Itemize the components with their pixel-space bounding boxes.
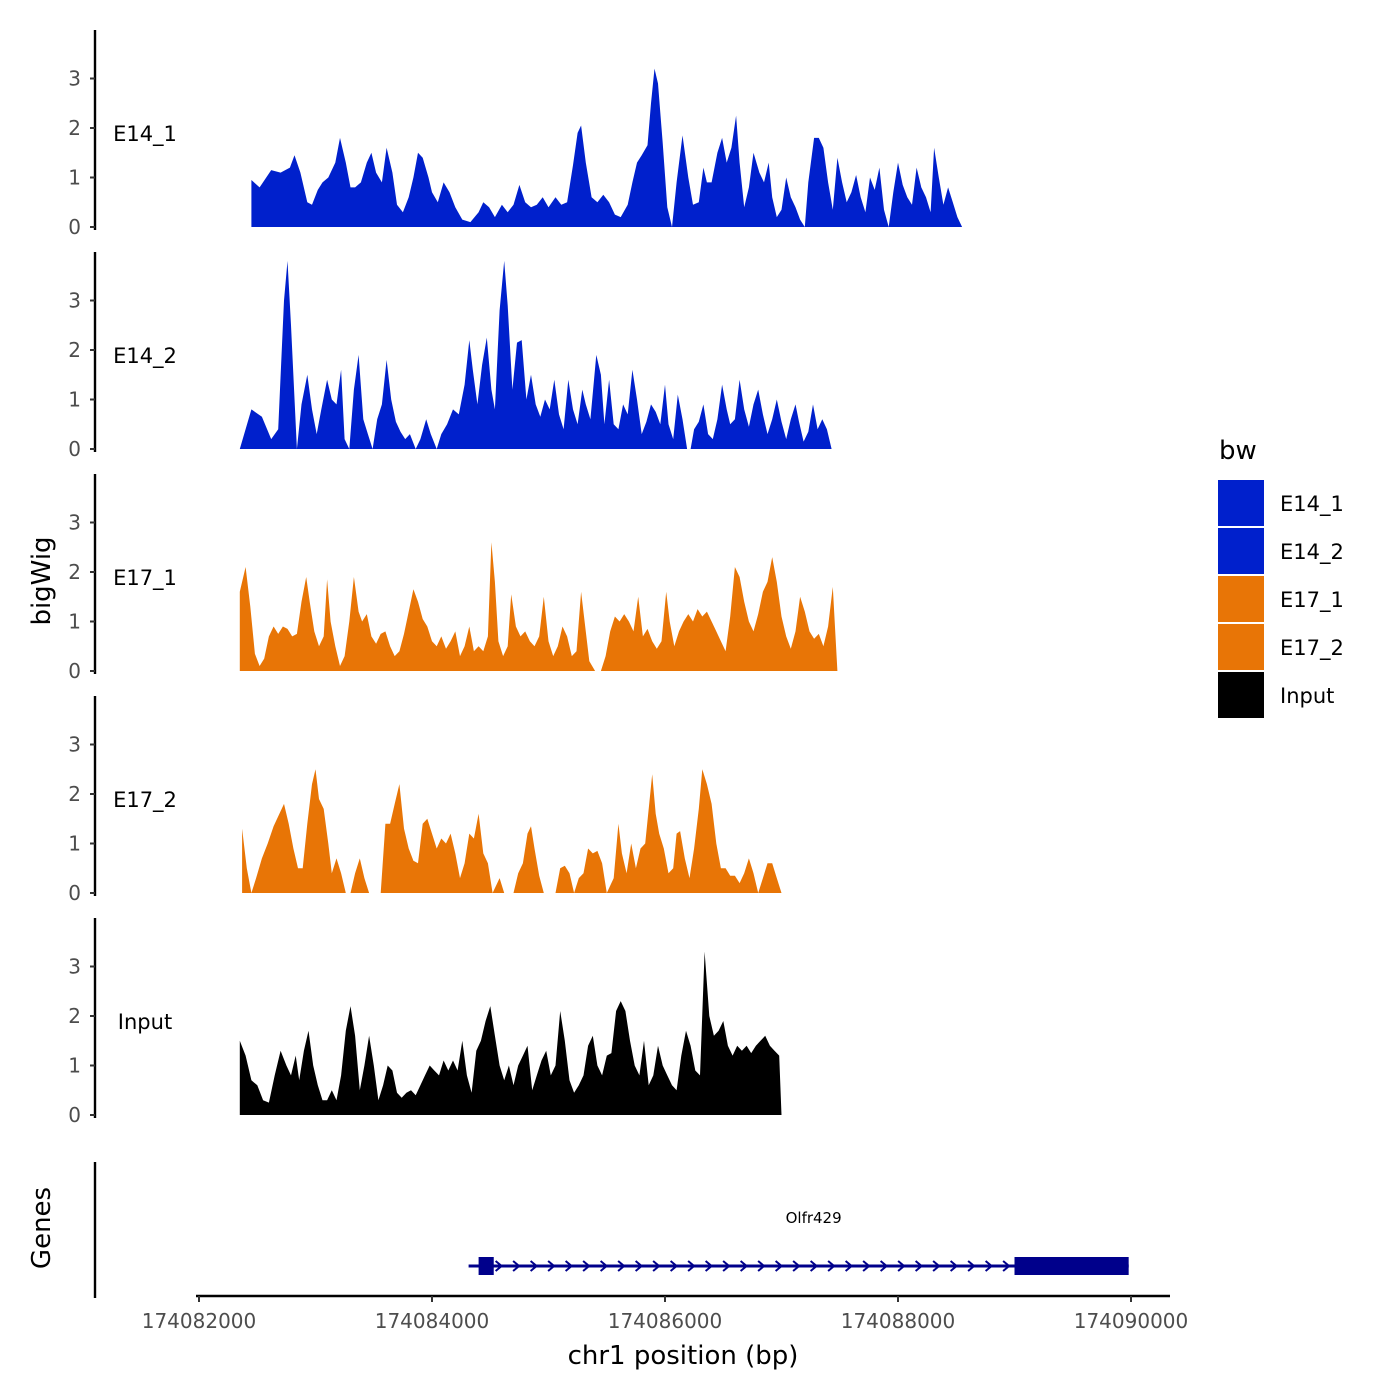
strand-arrow bbox=[879, 1260, 889, 1272]
signal-tracks: 0 1 2 3 E14_1 0 1 2 3 E14_2 0 1 2 3 E17_1 0 1 2 3 E17_2 0 1 2 3… bbox=[68, 30, 963, 1127]
y-tick-label: 1 bbox=[68, 1054, 81, 1078]
y-tick-label: 2 bbox=[68, 116, 81, 140]
y-tick-label: 1 bbox=[68, 166, 81, 190]
strand-arrow bbox=[774, 1260, 784, 1272]
y-tick-label: 3 bbox=[68, 67, 81, 91]
strand-arrow bbox=[984, 1260, 994, 1272]
legend-label-e17_1: E17_1 bbox=[1280, 588, 1344, 613]
track-panel-e14_2: 0 1 2 3 E14_2 bbox=[68, 252, 840, 461]
gene-label: Olfr429 bbox=[786, 1209, 842, 1227]
legend-label-e17_2: E17_2 bbox=[1280, 636, 1344, 661]
track-panel-e14_1: 0 1 2 3 E14_1 bbox=[68, 30, 963, 239]
x-tick-label: 174088000 bbox=[841, 1309, 956, 1333]
track-label: Input bbox=[118, 1010, 172, 1034]
x-tick-label: 174084000 bbox=[375, 1309, 490, 1333]
legend-label-e14_2: E14_2 bbox=[1280, 540, 1344, 565]
legend-label-input: Input bbox=[1280, 684, 1334, 708]
legend-title: bw bbox=[1219, 436, 1257, 466]
strand-arrow bbox=[862, 1260, 871, 1272]
area-e14_2 bbox=[239, 260, 840, 449]
strand-arrow bbox=[547, 1260, 556, 1272]
strand-arrow bbox=[512, 1260, 521, 1272]
x-tick-label: 174090000 bbox=[1074, 1309, 1189, 1333]
area-e17_1 bbox=[239, 542, 838, 671]
strand-arrow bbox=[652, 1260, 661, 1272]
genes-axis-title: Genes bbox=[27, 1187, 57, 1269]
legend-swatch-e14_1 bbox=[1218, 480, 1264, 526]
gene-track: Olfr429 bbox=[93, 1162, 1129, 1298]
legend-swatch-e17_2 bbox=[1218, 624, 1264, 670]
track-panel-input: 0 1 2 3 Input bbox=[68, 918, 782, 1127]
legend: bw E14_1 E14_2 E17_1 E17_2 Input bbox=[1218, 436, 1344, 718]
legend-swatch-e17_1 bbox=[1218, 576, 1264, 622]
y-tick-label: 0 bbox=[68, 215, 81, 239]
strand-arrow bbox=[967, 1260, 976, 1272]
track-label: E14_2 bbox=[113, 344, 177, 369]
area-input bbox=[239, 951, 782, 1115]
x-axis: 174082000 174084000 174086000 174088000 1740… bbox=[142, 1294, 1189, 1333]
y-tick-label: 0 bbox=[68, 881, 81, 905]
y-tick-label: 1 bbox=[68, 610, 81, 634]
strand-arrow bbox=[809, 1260, 819, 1272]
y-tick-label: 2 bbox=[68, 560, 81, 584]
strand-arrow bbox=[739, 1260, 749, 1272]
y-tick-label: 3 bbox=[68, 955, 81, 979]
x-tick-label: 174086000 bbox=[608, 1309, 723, 1333]
strand-arrow bbox=[669, 1260, 679, 1272]
strand-arrow bbox=[1002, 1260, 1011, 1272]
y-tick-label: 1 bbox=[68, 388, 81, 412]
strand-arrow bbox=[529, 1260, 539, 1272]
y-tick-label: 2 bbox=[68, 1004, 81, 1028]
y-axis-title: bigWig bbox=[27, 536, 57, 625]
strand-arrow bbox=[494, 1260, 504, 1272]
legend-swatch-e14_2 bbox=[1218, 528, 1264, 574]
y-tick-label: 0 bbox=[68, 437, 81, 461]
y-tick-label: 3 bbox=[68, 289, 81, 313]
y-tick-label: 0 bbox=[68, 659, 81, 683]
y-tick-label: 0 bbox=[68, 1103, 81, 1127]
legend-swatch-input bbox=[1218, 672, 1264, 718]
gene-olfr429: Olfr429 bbox=[468, 1209, 1129, 1275]
strand-arrow bbox=[792, 1260, 801, 1272]
x-tick-label: 174082000 bbox=[142, 1309, 257, 1333]
strand-arrow bbox=[599, 1260, 609, 1272]
y-tick-label: 3 bbox=[68, 511, 81, 535]
strand-arrow bbox=[914, 1260, 924, 1272]
strand-arrow bbox=[617, 1260, 626, 1272]
y-tick-label: 2 bbox=[68, 338, 81, 362]
strand-arrow bbox=[844, 1260, 854, 1272]
y-tick-label: 2 bbox=[68, 782, 81, 806]
track-label: E17_1 bbox=[113, 566, 177, 591]
strand-arrow bbox=[757, 1260, 766, 1272]
strand-arrow bbox=[582, 1260, 591, 1272]
legend-label-e14_1: E14_1 bbox=[1280, 492, 1344, 517]
strand-arrow bbox=[722, 1260, 731, 1272]
y-tick-label: 3 bbox=[68, 733, 81, 757]
strand-arrow bbox=[564, 1260, 574, 1272]
area-e14_1 bbox=[251, 68, 963, 227]
strand-arrow bbox=[949, 1260, 959, 1272]
strand-arrow bbox=[687, 1260, 696, 1272]
track-panel-e17_2: 0 1 2 3 E17_2 bbox=[68, 696, 782, 905]
strand-arrow bbox=[634, 1260, 644, 1272]
strand-arrow bbox=[897, 1260, 906, 1272]
x-axis-title: chr1 position (bp) bbox=[568, 1341, 799, 1371]
gene-exon bbox=[1014, 1257, 1129, 1275]
area-e17_2 bbox=[242, 769, 782, 893]
strand-arrow bbox=[827, 1260, 836, 1272]
track-panel-e17_1: 0 1 2 3 E17_1 bbox=[68, 474, 838, 683]
gene-exon bbox=[478, 1257, 494, 1275]
track-label: E14_1 bbox=[113, 122, 177, 147]
strand-arrow bbox=[704, 1260, 714, 1272]
y-tick-label: 1 bbox=[68, 832, 81, 856]
track-label: E17_2 bbox=[113, 788, 177, 813]
strand-arrow bbox=[932, 1260, 941, 1272]
